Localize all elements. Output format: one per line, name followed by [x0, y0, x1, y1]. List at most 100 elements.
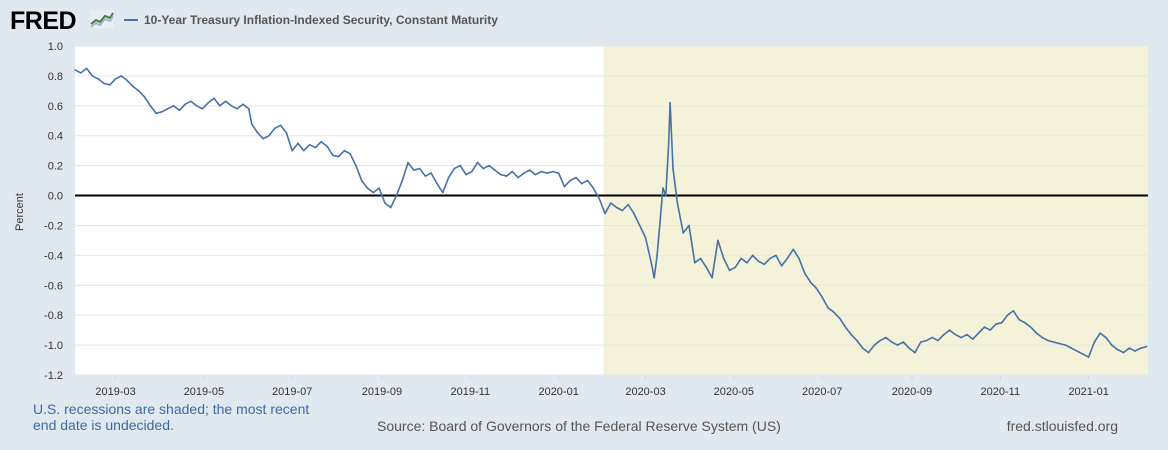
data-point: [372, 191, 375, 194]
data-point: [983, 326, 986, 328]
y-tick-label: -1.2: [44, 370, 63, 382]
data-point: [166, 108, 169, 110]
recession-shading: [603, 46, 1148, 375]
data-point: [610, 202, 612, 204]
data-point: [662, 187, 664, 189]
data-point: [966, 333, 968, 336]
data-point: [734, 266, 737, 269]
data-point: [937, 339, 939, 342]
data-point: [201, 108, 204, 110]
data-point: [190, 100, 192, 103]
data-point: [740, 257, 742, 260]
data-point: [401, 179, 404, 182]
data-point: [659, 221, 661, 224]
data-point: [85, 67, 88, 70]
data-point: [161, 111, 163, 113]
data-point: [528, 169, 531, 171]
data-point: [413, 169, 415, 171]
data-point: [1058, 342, 1061, 345]
data-point: [1076, 350, 1078, 352]
data-point: [488, 164, 490, 167]
data-point: [213, 97, 215, 100]
data-point: [1116, 348, 1119, 351]
data-point: [885, 336, 887, 339]
data-point: [775, 254, 777, 257]
recession-note: U.S. recessions are shaded; the most rec…: [33, 401, 310, 433]
x-tick-label: 2020-09: [892, 386, 932, 398]
data-point: [546, 172, 548, 174]
data-point: [349, 152, 351, 155]
data-point: [297, 142, 299, 144]
data-point: [1047, 339, 1049, 342]
data-point: [534, 173, 537, 176]
data-point: [815, 287, 818, 290]
data-point: [268, 134, 270, 137]
data-point: [407, 161, 409, 164]
data-point: [682, 232, 684, 234]
data-point: [74, 69, 76, 71]
data-point: [995, 323, 997, 326]
y-tick-label: -1.0: [44, 340, 63, 352]
legend-label: 10-Year Treasury Inflation-Indexed Secur…: [144, 13, 498, 27]
data-point: [672, 167, 674, 170]
data-point: [230, 105, 233, 107]
data-point: [569, 179, 571, 182]
data-point: [1070, 347, 1073, 349]
data-point: [355, 164, 357, 167]
data-point: [960, 336, 962, 339]
data-point: [97, 78, 99, 80]
data-point: [1087, 356, 1090, 358]
data-point: [384, 202, 386, 204]
data-point: [395, 194, 398, 197]
data-point: [511, 170, 514, 173]
data-point: [1134, 350, 1136, 352]
y-tick-label: -0.4: [44, 250, 63, 262]
data-point: [303, 149, 305, 152]
data-point: [1105, 336, 1107, 339]
data-point: [1035, 332, 1038, 334]
data-point: [1029, 326, 1032, 328]
data-point: [195, 105, 198, 107]
data-point: [780, 265, 783, 267]
data-point: [586, 179, 589, 182]
data-point: [1064, 344, 1067, 346]
x-tick-label: 2021-01: [1068, 386, 1108, 398]
data-point: [91, 75, 94, 77]
y-tick-label: 0.2: [48, 161, 63, 173]
data-point: [1018, 318, 1020, 321]
data-point: [914, 351, 916, 354]
y-tick-label: -0.8: [44, 310, 63, 322]
data-point: [676, 202, 679, 204]
x-tick-label: 2019-03: [95, 386, 135, 398]
data-point: [172, 105, 175, 107]
data-point: [908, 347, 910, 349]
data-point: [523, 172, 525, 174]
y-axis-label: Percent: [14, 193, 26, 231]
data-point: [711, 277, 713, 279]
series-legend[interactable]: 10-Year Treasury Inflation-Indexed Secur…: [124, 13, 498, 27]
data-point: [308, 143, 311, 146]
data-point: [1053, 341, 1055, 343]
data-point: [879, 339, 881, 342]
source-note: Source: Board of Governors of the Federa…: [377, 418, 781, 434]
data-point: [505, 175, 508, 177]
data-point: [705, 266, 708, 269]
y-tick-label: 0.0: [48, 191, 63, 203]
y-tick-label: 0.8: [48, 71, 63, 83]
data-point: [557, 172, 560, 174]
data-point: [656, 254, 658, 257]
data-point: [1111, 344, 1113, 346]
data-point: [343, 149, 346, 152]
data-point: [540, 170, 543, 173]
data-point: [925, 339, 928, 342]
data-point: [552, 170, 554, 173]
data-point: [482, 167, 485, 170]
fred-logo[interactable]: FRED: [10, 7, 77, 35]
fred-logo-graph-icon: [90, 10, 114, 28]
data-point: [332, 154, 334, 156]
data-point: [1093, 341, 1096, 343]
data-point: [184, 103, 186, 106]
data-point: [717, 239, 719, 242]
data-point: [633, 212, 635, 215]
site-link[interactable]: fred.stlouisfed.org: [1006, 418, 1118, 434]
